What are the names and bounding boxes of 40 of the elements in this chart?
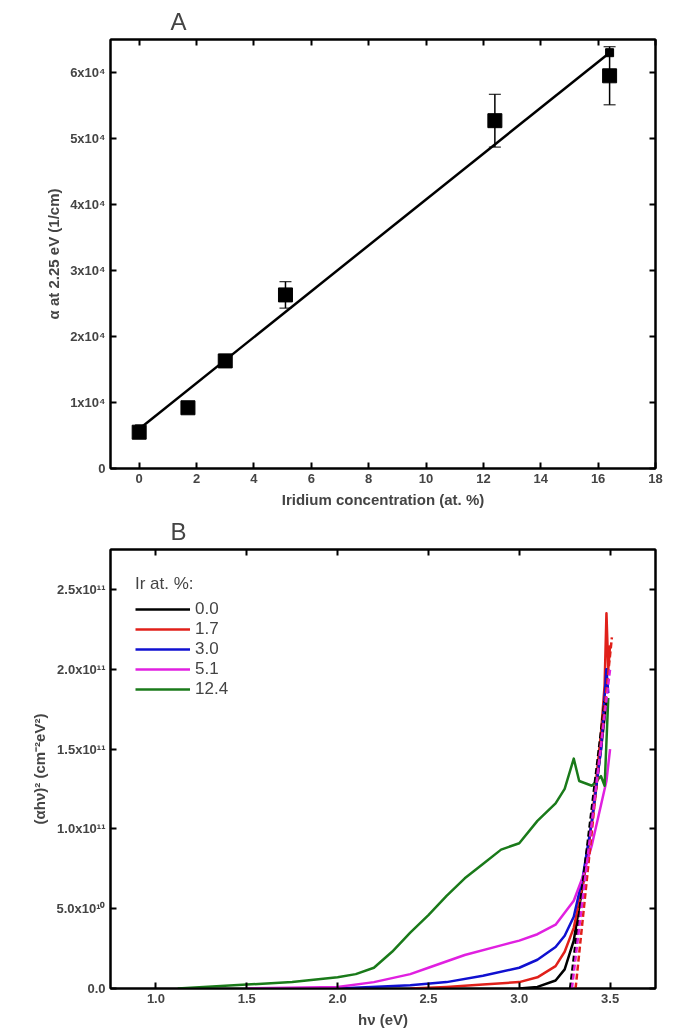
- x-tick-label: 3.0: [510, 990, 529, 1006]
- y-tick-label: 2x10⁴: [70, 329, 106, 344]
- x-axis-title: Iridium concentration (at. %): [281, 490, 485, 508]
- legend-label: 5.1: [195, 659, 219, 679]
- legend-title: Ir at. %:: [135, 574, 195, 594]
- y-tick-label: 4x10⁴: [70, 197, 106, 212]
- y-tick-label: 6x10⁴: [70, 65, 106, 80]
- x-tick-label: 6: [307, 470, 315, 486]
- chart-title: B: [170, 517, 187, 545]
- x-tick-label: 8: [365, 470, 373, 486]
- legend-label: 12.4: [195, 679, 229, 699]
- x-tick-label: 14: [533, 470, 549, 486]
- chart-title: A: [170, 7, 187, 35]
- x-tick-label: 16: [590, 470, 606, 486]
- x-tick-label: 2.5: [419, 990, 438, 1006]
- y-axis-title: (αhν)² (cm⁻²eV²): [31, 713, 49, 825]
- legend-label: 0.0: [195, 599, 219, 619]
- x-tick-label: 2: [192, 470, 201, 486]
- y-axis-title: α at 2.25 eV (1/cm): [45, 188, 63, 320]
- x-tick-label: 2.0: [328, 990, 347, 1006]
- y-tick-label: 5.0x10¹⁰: [56, 901, 106, 917]
- x-tick-label: 3.5: [601, 990, 620, 1006]
- y-tick-label: 5x10⁴: [70, 131, 106, 146]
- x-axis-title: hν (eV): [358, 1010, 409, 1028]
- y-tick-label: 1.5x10¹¹: [57, 741, 106, 757]
- x-tick-label: 12: [476, 470, 491, 486]
- x-tick-label: 0: [135, 470, 143, 486]
- legend-label: 1.7: [195, 619, 219, 639]
- legend-label: 3.0: [195, 639, 219, 659]
- x-tick-label: 4: [250, 470, 259, 486]
- x-tick-label: 1.5: [237, 990, 256, 1006]
- y-tick-label: 2.0x10¹¹: [57, 661, 106, 677]
- y-tick-label: 3x10⁴: [70, 263, 106, 278]
- x-tick-label: 18: [648, 470, 663, 486]
- y-tick-label: 1.0x10¹¹: [57, 821, 106, 837]
- x-tick-label: 1.0: [146, 990, 165, 1006]
- y-tick-label: 1x10⁴: [70, 395, 106, 410]
- x-tick-label: 10: [418, 470, 434, 486]
- y-tick-label: 2.5x10¹¹: [57, 581, 106, 597]
- y-tick-label: 0.0: [87, 981, 106, 996]
